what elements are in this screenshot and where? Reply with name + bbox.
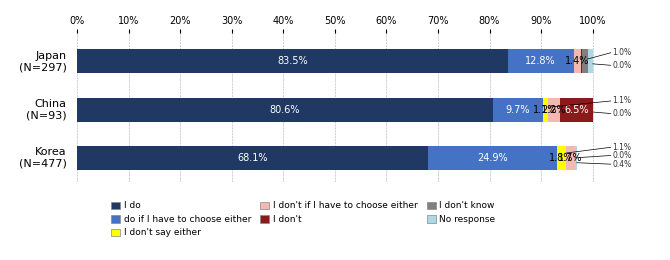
Text: 24.9%: 24.9%	[477, 153, 508, 163]
Text: 0.0%: 0.0%	[612, 109, 632, 118]
Text: 80.6%: 80.6%	[269, 105, 300, 115]
Bar	[548, 98, 559, 122]
Text: 6.5%: 6.5%	[564, 105, 589, 115]
Bar	[77, 98, 492, 122]
Bar	[77, 146, 428, 170]
Text: 1.4%: 1.4%	[565, 56, 590, 67]
Bar	[581, 49, 582, 74]
Text: 0.0%: 0.0%	[612, 61, 632, 70]
Bar	[543, 98, 548, 122]
Bar	[582, 49, 588, 74]
Bar	[559, 98, 593, 122]
Text: 1.8%: 1.8%	[549, 153, 574, 163]
Bar	[566, 146, 575, 170]
Text: 1.1%: 1.1%	[612, 96, 631, 106]
Text: 1.0%: 1.0%	[612, 48, 631, 57]
Text: 2.2%: 2.2%	[542, 105, 566, 115]
Bar	[588, 49, 593, 74]
Bar	[575, 146, 577, 170]
Text: 0.4%: 0.4%	[612, 160, 632, 169]
Bar	[428, 146, 557, 170]
Text: 83.5%: 83.5%	[277, 56, 308, 67]
Bar	[557, 146, 566, 170]
Bar	[508, 49, 574, 74]
Text: 1.7%: 1.7%	[558, 153, 582, 163]
Text: 68.1%: 68.1%	[237, 153, 268, 163]
Text: 1.1%: 1.1%	[533, 105, 557, 115]
Bar	[77, 49, 508, 74]
Text: 12.8%: 12.8%	[525, 56, 556, 67]
Bar	[574, 49, 581, 74]
Legend: I do, do if I have to choose either, I don't say either, I don't if I have to ch: I do, do if I have to choose either, I d…	[111, 202, 495, 237]
Text: 1.1%: 1.1%	[612, 143, 631, 152]
Text: 9.7%: 9.7%	[505, 105, 530, 115]
Bar	[492, 98, 543, 122]
Text: 0.0%: 0.0%	[612, 151, 632, 160]
